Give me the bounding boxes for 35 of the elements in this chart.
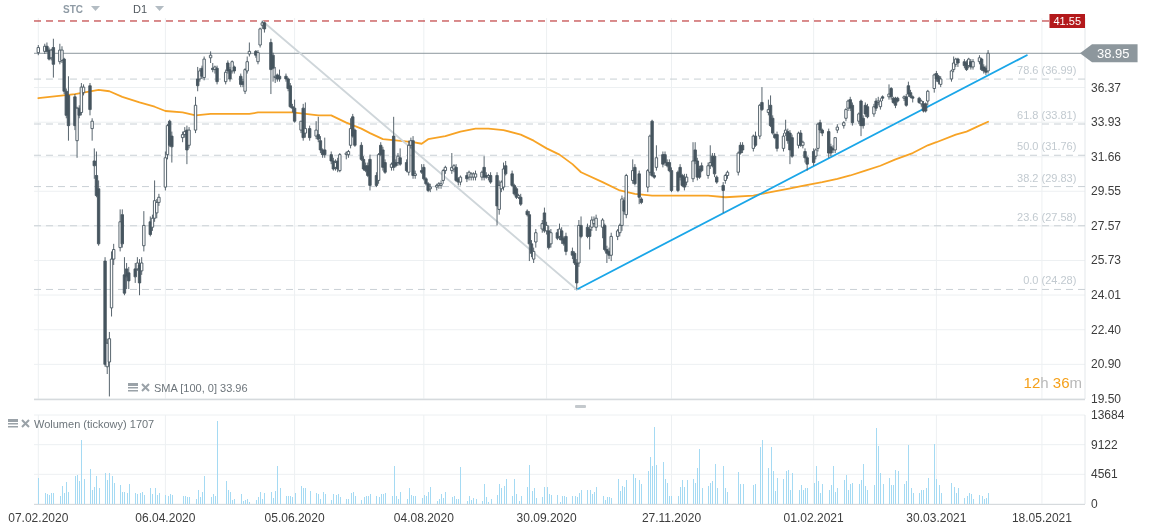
text: STC bbox=[63, 4, 83, 15]
annotation: 78.6 (36.99) bbox=[1017, 64, 1077, 77]
annotation: 23.6 (27.58) bbox=[1017, 210, 1077, 223]
annotation: 12h 36m bbox=[1023, 374, 1082, 391]
y-tick-label: 4561 bbox=[1091, 467, 1119, 482]
ref-line-label: 41.55 bbox=[1053, 15, 1081, 27]
x-tick-label: 06.04.2020 bbox=[135, 511, 196, 525]
x-tick-label: 30.09.2020 bbox=[516, 511, 577, 525]
y-tick-label: 20.90 bbox=[1091, 357, 1122, 372]
annotation: Wolumen (tickowy) 1707 bbox=[34, 418, 155, 430]
y-tick-label: 9122 bbox=[1091, 437, 1119, 452]
x-tick-label: 04.08.2020 bbox=[393, 511, 455, 525]
y-tick-label: 0 bbox=[1091, 497, 1098, 511]
x-tick-label: 27.11.2020 bbox=[641, 511, 702, 525]
y-tick-label: 29.55 bbox=[1091, 184, 1122, 199]
x-tick-label: 18.05.2021 bbox=[1011, 511, 1073, 525]
x-tick-label: 07.02.2020 bbox=[8, 511, 69, 525]
ref-line-label: 38.95 bbox=[1097, 45, 1130, 61]
annotation: 38.2 (29.83) bbox=[1017, 171, 1077, 184]
annotation: 61.8 (33.81) bbox=[1017, 109, 1077, 121]
y-tick-label: 13684 bbox=[1091, 408, 1125, 422]
annotation: SMA [100, 0] 33.96 bbox=[154, 382, 248, 394]
y-tick-label: 33.93 bbox=[1091, 115, 1122, 130]
y-tick-label: 27.57 bbox=[1091, 218, 1122, 233]
x-tick-label: 30.03.2021 bbox=[906, 511, 967, 525]
y-tick-label: 24.01 bbox=[1091, 288, 1122, 303]
y-tick-label: 22.40 bbox=[1091, 322, 1122, 337]
x-tick-label: 05.06.2020 bbox=[264, 511, 325, 525]
annotation: 50.0 (31.76) bbox=[1017, 140, 1077, 153]
y-tick-label: 19.50 bbox=[1091, 392, 1122, 406]
text: D1 bbox=[133, 3, 148, 15]
y-tick-label: 25.73 bbox=[1091, 253, 1122, 268]
y-tick-label: 31.66 bbox=[1091, 149, 1122, 164]
x-tick-label: 01.02.2021 bbox=[783, 511, 844, 525]
y-tick-label: 36.37 bbox=[1091, 80, 1122, 95]
